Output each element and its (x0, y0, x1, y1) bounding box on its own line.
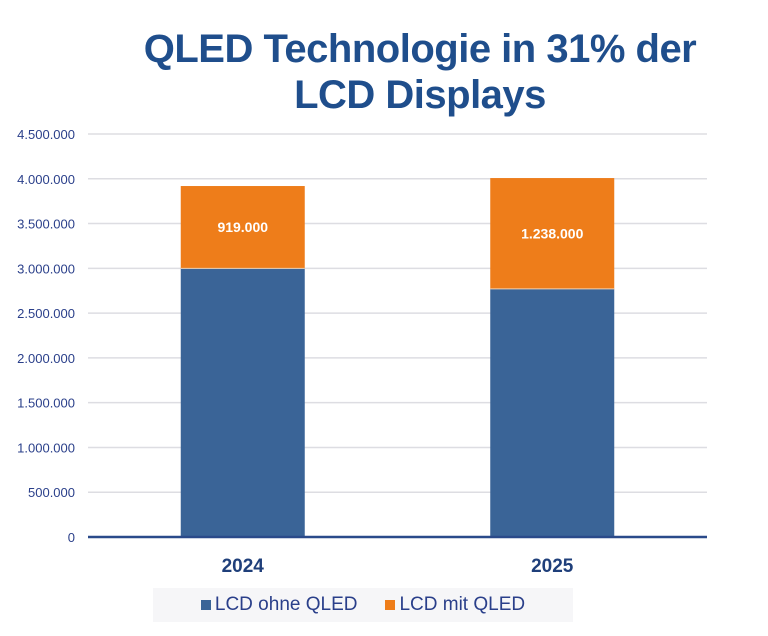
y-tick-label: 2.500.000 (17, 306, 75, 321)
y-tick-label: 0 (68, 530, 75, 545)
bar-lcd-ohne-qled-2025 (490, 288, 615, 537)
y-tick-label: 1.000.000 (17, 440, 75, 455)
data-label: 919.000 (217, 219, 268, 235)
y-tick-label: 500.000 (28, 485, 75, 500)
chart-title: QLED Technologie in 31% der LCD Displays (100, 26, 740, 118)
bar-lcd-ohne-qled-2024 (180, 268, 305, 537)
x-tick-label: 2025 (531, 556, 574, 577)
y-tick-label: 3.000.000 (17, 261, 75, 276)
bar-lcd-mit-qled-2024 (180, 186, 305, 269)
legend-item-lcd-mit-qled[interactable]: LCD mit QLED (385, 594, 525, 616)
y-axis-ticks: 0 500.000 1.000.000 1.500.000 2.000.000 2.500… (17, 127, 75, 545)
bar-lcd-mit-qled-2025 (490, 178, 615, 289)
chart-title-line-2: LCD Displays (294, 73, 546, 117)
legend-swatch-lcd-ohne-qled (200, 600, 211, 610)
legend-item-lcd-ohne-qled[interactable]: LCD ohne QLED (200, 594, 358, 616)
x-tick-label: 2024 (222, 556, 265, 577)
y-tick-label: 2.000.000 (17, 351, 75, 366)
chart-title-line-1: QLED Technologie in 31% der (143, 27, 697, 71)
data-labels: 919.000 1.238.000 (217, 219, 583, 241)
bars (180, 178, 615, 537)
y-tick-label: 4.500.000 (17, 127, 75, 142)
y-tick-label: 4.000.000 (17, 172, 75, 187)
data-label: 1.238.000 (521, 225, 583, 241)
y-tick-label: 1.500.000 (17, 396, 75, 411)
legend: LCD ohne QLED LCD mit QLED (153, 588, 573, 622)
x-axis-ticks: 2024 2025 (88, 535, 707, 577)
y-tick-label: 3.500.000 (17, 217, 75, 232)
legend-label: LCD ohne QLED (214, 594, 358, 615)
legend-label: LCD mit QLED (399, 594, 526, 615)
legend-swatch-lcd-mit-qled (385, 600, 396, 610)
